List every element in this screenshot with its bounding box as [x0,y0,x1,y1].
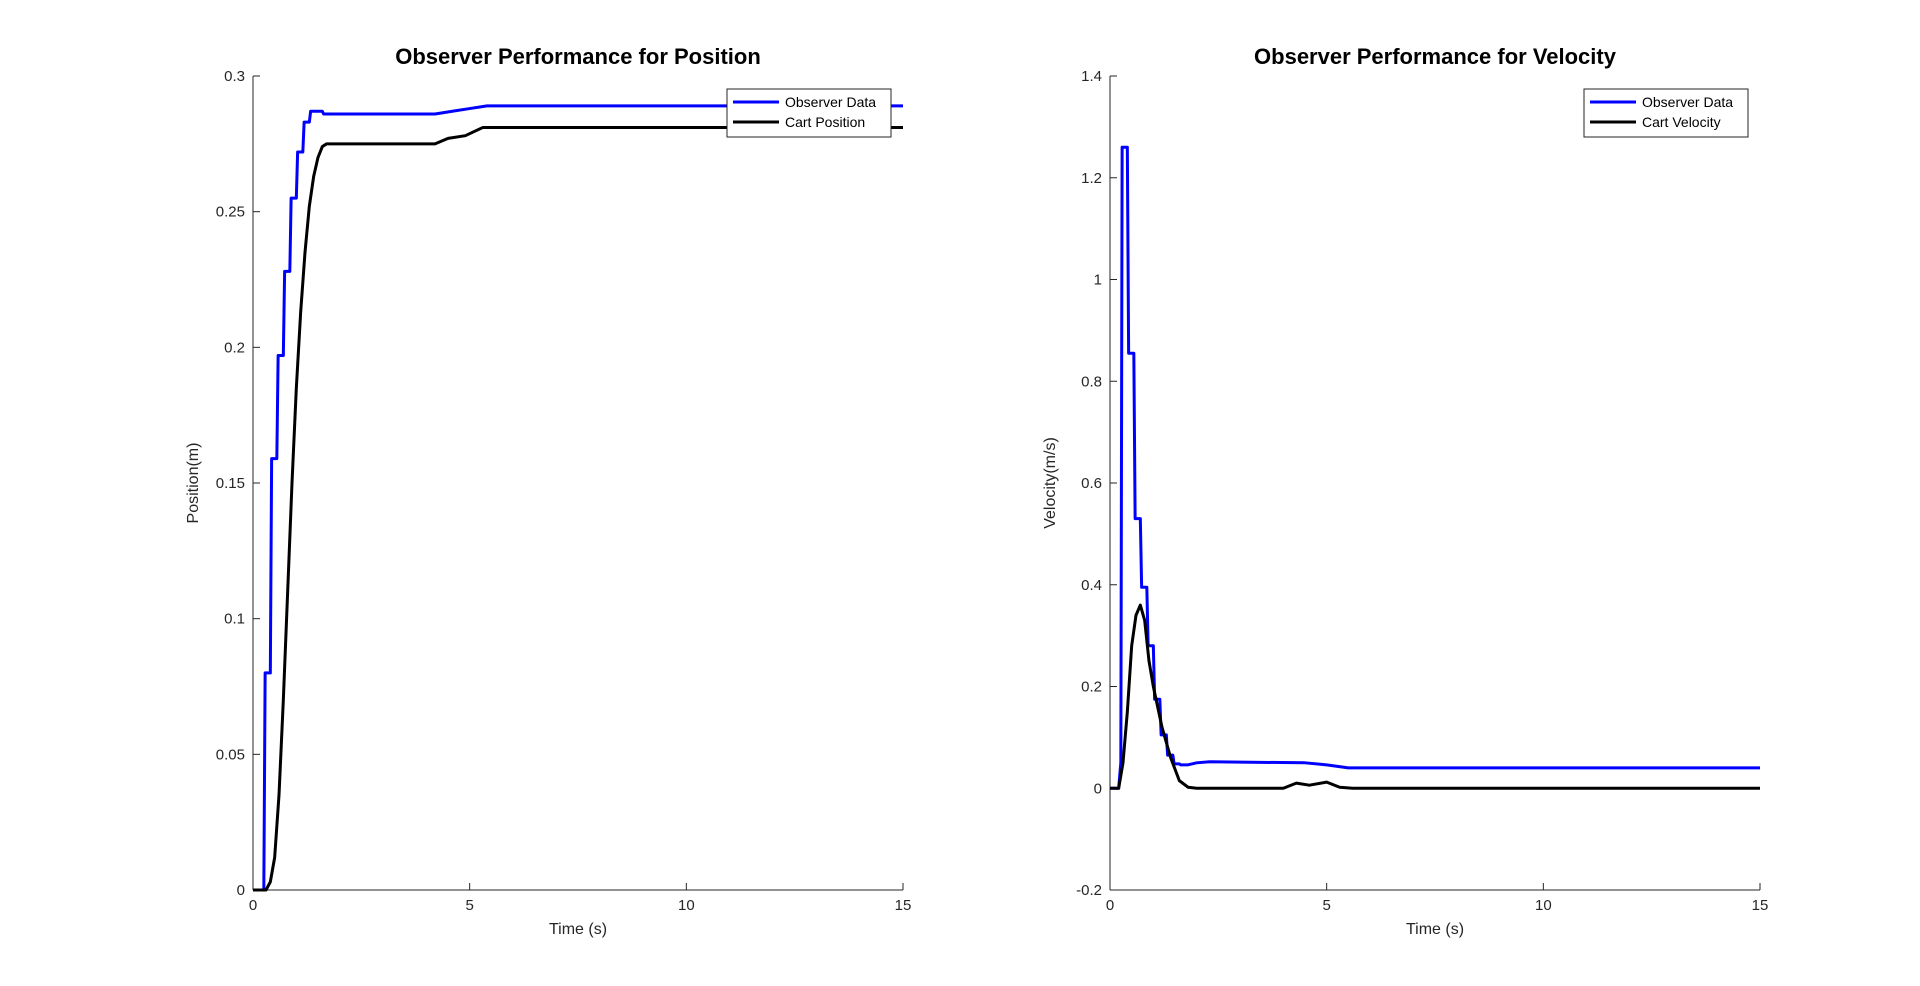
chart-2-title: Observer Performance for Velocity [1254,44,1617,69]
chart-1-y-tick-label: 0.2 [224,339,245,356]
chart-1-y-tick-label: 0 [237,882,245,899]
chart-2-y-tick-label: 1.4 [1081,68,1102,85]
chart-2-x-tick-label: 0 [1106,897,1114,914]
chart-1-series-1-line [253,104,903,892]
chart-1-y-axis-label: Position(m) [185,443,202,524]
chart-1-title: Observer Performance for Position [395,44,761,69]
chart-1-y-tick-label: 0.1 [224,611,245,628]
chart-2-x-tick-label: 15 [1752,897,1769,914]
chart-2-series-1-line [1110,145,1760,790]
chart-2-legend [1583,88,1749,138]
chart-1-x-axis-label: Time (s) [549,921,607,938]
chart-2-legend-label: Cart Velocity [1642,114,1721,130]
chart-1-x-tick-label: 15 [895,897,912,914]
chart-2-y-tick-label: -0.2 [1076,882,1102,899]
chart-1-legend-label: Cart Position [785,114,865,130]
chart-2-series-2-line [1110,603,1760,790]
chart-2-y-tick-label: 0.8 [1081,373,1102,390]
chart-2-x-axis-label: Time (s) [1406,921,1464,938]
chart-1-y-tick-label: 0.3 [224,68,245,85]
chart-2-y-tick-label: 0.4 [1081,577,1102,594]
chart-2-x-tick-label: 5 [1322,897,1330,914]
chart-1-y-tick-label: 0.15 [216,475,245,492]
chart-1-series-2-line [253,126,903,892]
chart-1-legend [726,88,892,138]
chart-2-y-axis-label: Velocity(m/s) [1042,437,1059,529]
chart-1-legend-label: Observer Data [785,94,876,110]
chart-1-y-tick-label: 0.05 [216,746,245,763]
chart-1-x-tick-label: 0 [249,897,257,914]
chart-2-legend-label: Observer Data [1642,94,1733,110]
chart-2-y-tick-label: 0.6 [1081,475,1102,492]
chart-2-y-tick-label: 1 [1094,272,1102,289]
chart-2-y-tick-label: 0.2 [1081,679,1102,696]
chart-1-y-tick-label: 0.25 [216,204,245,221]
chart-2-y-tick-label: 0 [1094,780,1102,797]
chart-1-x-tick-label: 10 [678,897,695,914]
chart-2-x-tick-label: 10 [1535,897,1552,914]
chart-1-x-tick-label: 5 [465,897,473,914]
chart-2-y-tick-label: 1.2 [1081,170,1102,187]
chart-1: 0 5 10 15 0 0.05 0.1 0.15 0.2 0.25 0.3 Observer Per… [185,44,911,938]
